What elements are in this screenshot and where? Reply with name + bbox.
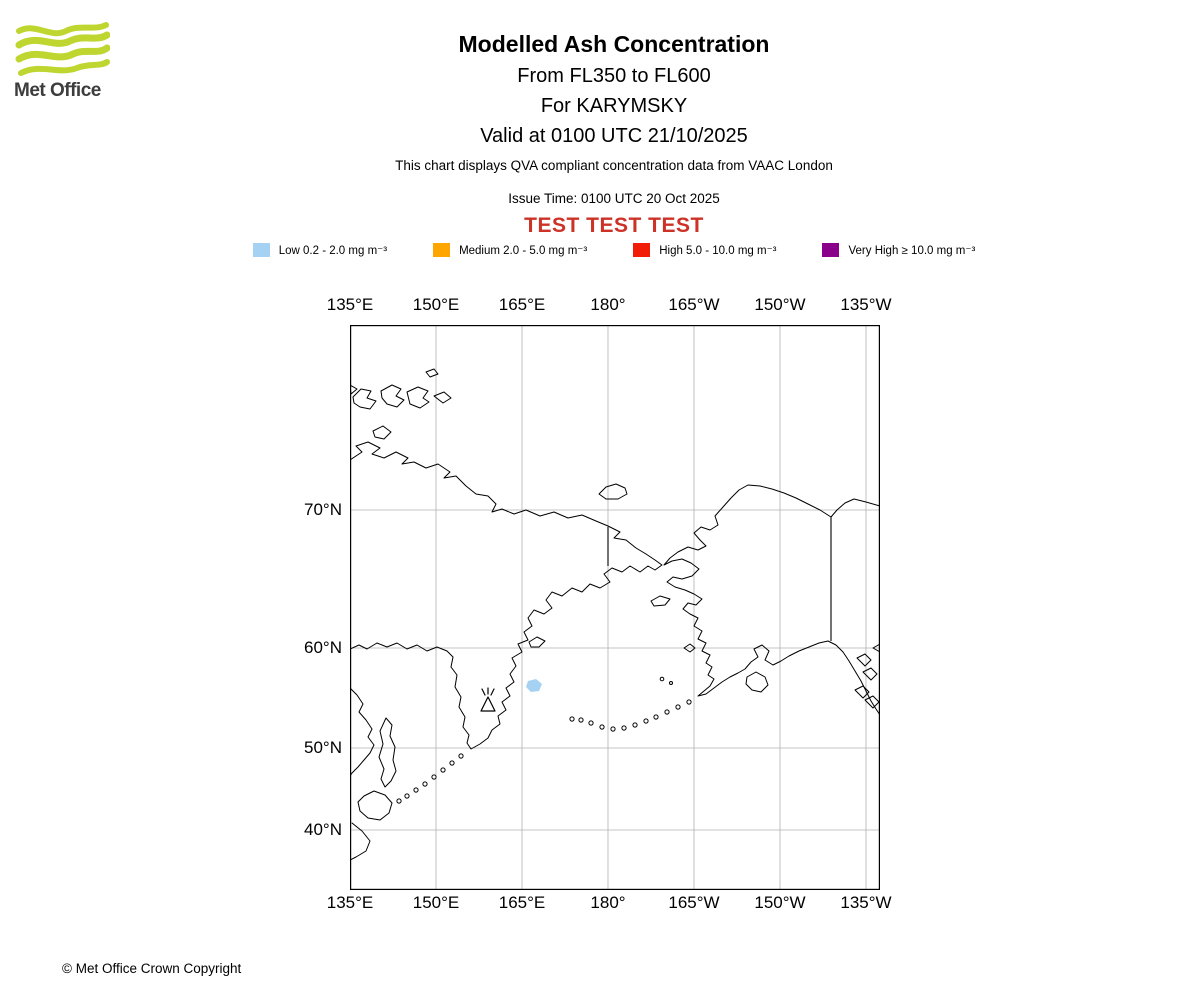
island-panhandle-3	[854, 685, 870, 699]
lon-label-top-150w: 150°W	[754, 295, 806, 314]
ash-patch-low	[526, 679, 542, 692]
legend-label-low: Low 0.2 - 2.0 mg m⁻³	[278, 245, 388, 257]
legend-item-high: High 5.0 - 10.0 mg m⁻³	[633, 243, 776, 257]
legend-item-very-high: Very High ≥ 10.0 mg m⁻³	[822, 243, 975, 257]
coastline-alaska	[663, 484, 880, 716]
lon-label-bottom-165w: 165°W	[668, 893, 720, 912]
copyright-notice: © Met Office Crown Copyright	[62, 961, 242, 976]
lon-label-top-165e: 165°E	[498, 295, 546, 314]
island-chain-kuril	[396, 753, 464, 804]
coastline-honshu	[350, 822, 371, 861]
lon-label-top-165w: 165°W	[668, 295, 720, 314]
volcano-name: For KARYMSKY	[540, 95, 688, 117]
page-title: Modelled Ash Concentration	[458, 31, 770, 57]
lon-label-bottom-135w: 135°W	[840, 893, 892, 912]
island-kodiak	[745, 671, 769, 693]
flight-level-range: From FL350 to FL600	[517, 65, 711, 87]
island-panhandle-2	[862, 667, 878, 681]
island-sakhalin	[378, 717, 397, 788]
lon-label-bottom-150w: 150°W	[754, 893, 806, 912]
island-new-siberian-1	[352, 388, 377, 410]
legend-swatch-medium	[433, 243, 451, 257]
met-office-logo-text: Met Office	[14, 80, 101, 101]
legend-swatch-high	[633, 243, 651, 257]
legend-swatch-very-high	[822, 243, 840, 257]
map-political-boundaries	[607, 517, 832, 641]
legend-label-medium: Medium 2.0 - 5.0 mg m⁻³	[459, 245, 588, 257]
legend-swatch-low	[252, 243, 270, 257]
lon-label-top-180: 180°	[590, 295, 626, 314]
map-canvas	[350, 325, 880, 890]
lon-label-bottom-150e: 150°E	[412, 893, 460, 912]
island-st-lawrence	[650, 595, 671, 607]
lon-label-top-150e: 150°E	[412, 295, 460, 314]
legend: Low 0.2 - 2.0 mg m⁻³ Medium 2.0 - 5.0 mg…	[0, 243, 1200, 257]
island-nunivak	[683, 643, 696, 653]
island-pribilof-2	[669, 681, 673, 685]
lon-label-bottom-135e: 135°E	[326, 893, 374, 912]
map-gridlines	[350, 325, 880, 890]
lat-label-70n: 70°N	[304, 500, 342, 519]
issue-time: Issue Time: 0100 UTC 20 Oct 2025	[508, 191, 720, 206]
lat-label-40n: 40°N	[304, 820, 342, 839]
coastline-siberia-kamchatka	[350, 441, 663, 750]
island-hokkaido	[357, 790, 393, 821]
test-banner: TEST TEST TEST	[524, 214, 704, 237]
lon-label-top-135w: 135°W	[840, 295, 892, 314]
header: Modelled Ash Concentration From FL350 to…	[28, 0, 1200, 148]
island-new-siberian-4	[433, 391, 452, 404]
island-new-siberian-6	[372, 425, 392, 440]
valid-time: Valid at 0100 UTC 21/10/2025	[480, 125, 748, 147]
lat-label-60n: 60°N	[304, 638, 342, 657]
coastline-okhotsk-west	[350, 687, 375, 777]
legend-label-high: High 5.0 - 10.0 mg m⁻³	[659, 245, 777, 257]
island-panhandle-1	[856, 653, 872, 667]
legend-label-very-high: Very High ≥ 10.0 mg m⁻³	[848, 245, 976, 257]
legend-item-low: Low 0.2 - 2.0 mg m⁻³	[252, 243, 388, 257]
lon-label-top-135e: 135°E	[326, 295, 374, 314]
map-coastlines	[350, 368, 880, 861]
island-wrangel	[598, 483, 628, 500]
island-chain-aleutian	[569, 699, 692, 732]
lon-label-bottom-165e: 165°E	[498, 893, 546, 912]
met-office-logo-waves	[15, 22, 110, 76]
lat-label-50n: 50°N	[304, 738, 342, 757]
island-new-siberian-3	[406, 386, 430, 409]
volcano-icon	[480, 687, 496, 712]
map-border	[350, 325, 880, 890]
legend-item-medium: Medium 2.0 - 5.0 mg m⁻³	[433, 243, 587, 257]
island-panhandle-5	[872, 643, 880, 653]
met-office-logo: Met Office	[14, 22, 124, 114]
island-new-siberian-5	[425, 368, 439, 378]
island-new-siberian-2	[380, 384, 405, 408]
lon-label-bottom-180: 180°	[590, 893, 626, 912]
chart-description: This chart displays QVA compliant concen…	[395, 158, 833, 173]
island-karaginsky	[528, 636, 546, 648]
island-pribilof-1	[659, 676, 665, 682]
